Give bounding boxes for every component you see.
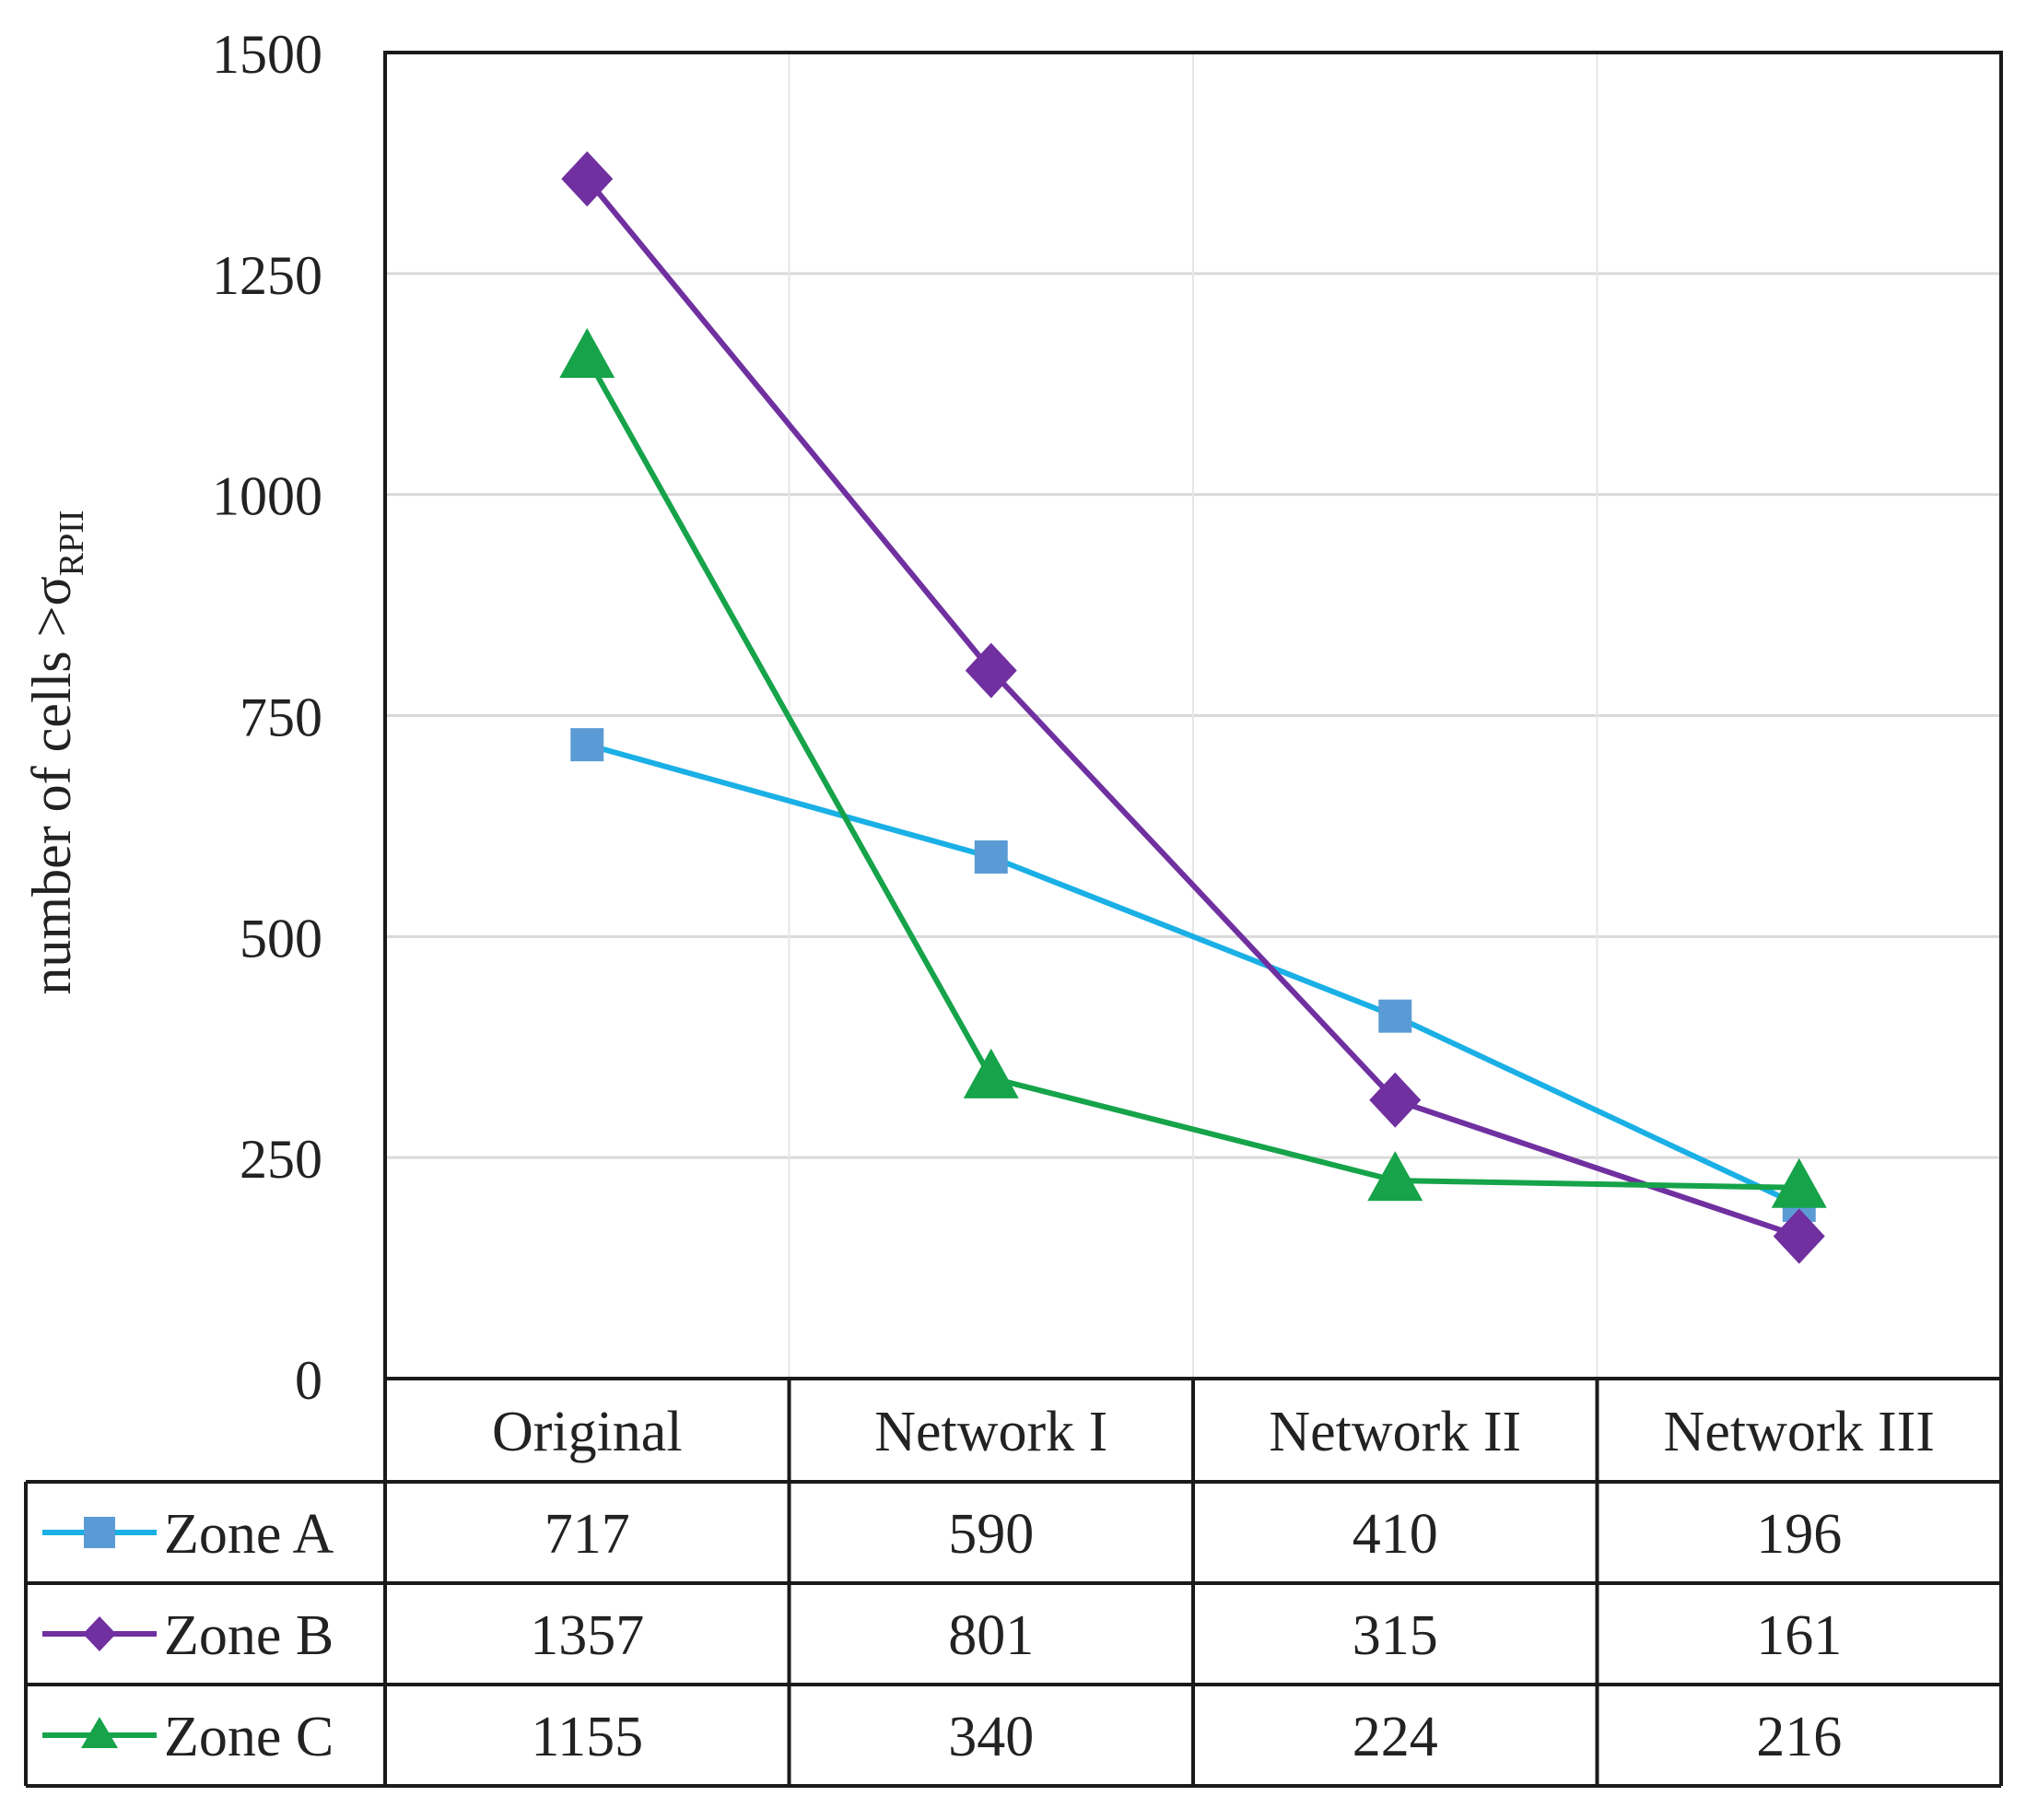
y-tick-label: 1250 <box>212 245 322 306</box>
data-point-zone-c <box>1367 1151 1423 1202</box>
data-point-zone-a <box>974 840 1008 874</box>
series-line-zone-a <box>586 742 1801 1208</box>
legend-label-zone-c: Zone C <box>164 1706 334 1768</box>
legend-marker-zone-a <box>84 1517 115 1548</box>
data-point-zone-c <box>1771 1157 1827 1208</box>
data-point-zone-b <box>965 642 1017 699</box>
y-tick-label: 750 <box>240 687 322 748</box>
series-line-zone-c <box>584 356 1799 1191</box>
y-tick-label: 1000 <box>212 466 322 527</box>
series-line-zone-b <box>584 177 1800 1239</box>
legend-label-zone-a: Zone A <box>164 1503 334 1566</box>
y-tick-label: 0 <box>295 1350 322 1411</box>
x-category-label: Network I <box>874 1401 1107 1463</box>
data-point-zone-a <box>1378 999 1412 1033</box>
data-table: Original Network I Network II Network III Zo… <box>24 1379 2003 1788</box>
table-cell-zone-a: 196 <box>1756 1503 1842 1566</box>
data-point-zone-b <box>1773 1208 1825 1264</box>
y-tick-label: 250 <box>240 1129 322 1190</box>
data-point-zone-c <box>559 327 615 378</box>
table-cell-zone-b: 315 <box>1353 1604 1438 1667</box>
table-cell-zone-a: 590 <box>948 1503 1034 1566</box>
data-point-zone-a <box>570 728 604 762</box>
table-cell-zone-a: 717 <box>545 1503 630 1566</box>
table-cell-zone-c: 340 <box>948 1706 1034 1768</box>
grid <box>385 53 2001 1379</box>
data-point-zone-b <box>1369 1072 1422 1128</box>
table-cell-zone-a: 410 <box>1353 1503 1438 1566</box>
series-layer <box>559 151 1827 1264</box>
table-cell-zone-b: 161 <box>1756 1604 1842 1667</box>
x-category-label: Network II <box>1269 1401 1521 1463</box>
x-category-label: Network III <box>1664 1401 1935 1463</box>
data-point-zone-c <box>963 1048 1019 1098</box>
axes: 0 250 500 750 1000 1250 1500 number of cells >σ… <box>21 24 2003 1411</box>
table-cell-zone-c: 1155 <box>531 1706 643 1768</box>
y-tick-label: 1500 <box>212 24 322 85</box>
y-axis-label-subscript: RPII <box>53 510 91 576</box>
y-axis-label: number of cells >σRPII <box>21 510 91 994</box>
legend-label-zone-b: Zone B <box>164 1604 334 1667</box>
table-cell-zone-b: 1357 <box>530 1604 644 1667</box>
table-cell-zone-c: 216 <box>1756 1706 1842 1768</box>
table-cell-zone-c: 224 <box>1353 1706 1438 1768</box>
legend-marker-zone-c <box>81 1717 118 1748</box>
table-cell-zone-b: 801 <box>948 1604 1034 1667</box>
legend-marker-zone-b <box>83 1616 116 1651</box>
x-category-label: Original <box>492 1401 683 1463</box>
y-axis-label-main: number of cells >σ <box>21 576 82 994</box>
y-tick-label: 500 <box>240 908 322 969</box>
data-point-zone-b <box>561 151 614 207</box>
